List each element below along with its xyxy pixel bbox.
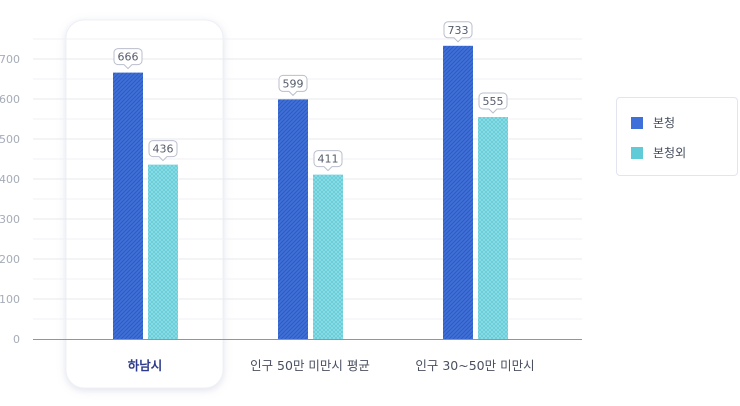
value-callout [313,150,343,172]
legend: 본청 본청외 [616,97,738,176]
y-tick-label: 300 [0,213,20,226]
y-tick-label: 400 [0,173,20,186]
legend-swatch-series-1 [631,116,643,129]
x-tick-label: 하남시 [128,358,163,373]
bar [278,99,308,340]
y-tick-label: 200 [0,253,20,266]
data-label: 733 [448,24,469,37]
bar [313,174,343,339]
legend-item-series-2: 본청외 [631,144,686,161]
value-callout [278,74,308,97]
value-callout [478,92,508,114]
x-tick-label: 인구 30~50만 미만시 [415,358,534,373]
data-label: 599 [283,77,304,90]
y-tick-label: 100 [0,293,20,306]
legend-label-series-1: 본청 [653,116,676,130]
data-label: 666 [118,51,139,64]
bar [113,72,143,339]
value-callout [148,140,178,162]
bar [148,164,178,339]
y-tick-label: 600 [0,93,20,106]
data-label: 436 [153,143,174,156]
data-label: 555 [483,95,504,108]
y-tick-label: 0 [13,333,20,346]
value-callout [113,48,143,70]
y-tick-label: 700 [0,53,20,66]
bar [443,45,473,340]
legend-swatch-series-2 [631,146,643,159]
value-callout [443,21,473,43]
x-tick-label: 인구 50만 미만시 평균 [250,358,370,373]
legend-label-series-2: 본청외 [653,146,687,160]
legend-item-series-1: 본청 [631,114,675,131]
bar [478,117,508,339]
data-label: 411 [318,153,339,166]
highlight-card [65,19,224,389]
y-tick-label: 500 [0,133,20,146]
